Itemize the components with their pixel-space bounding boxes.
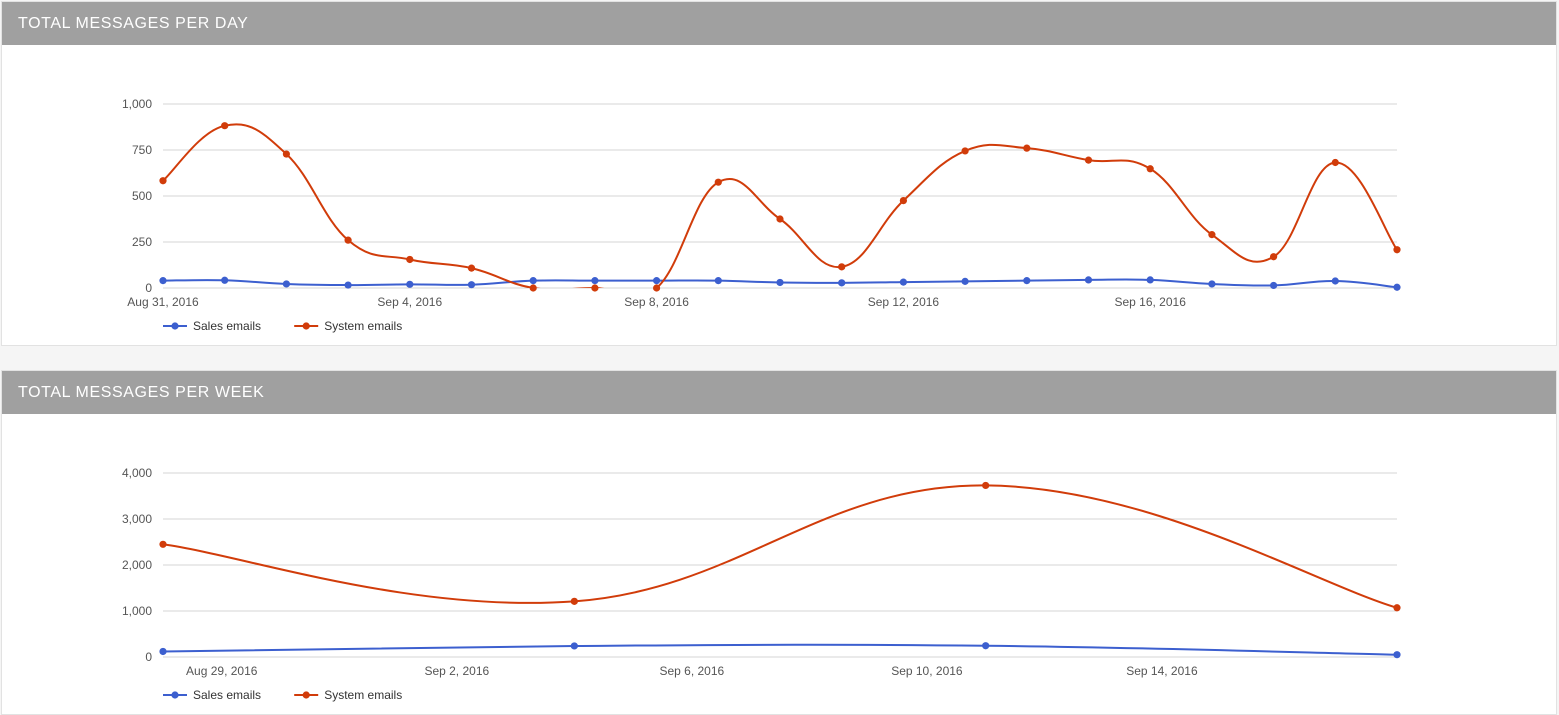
data-point[interactable] bbox=[570, 597, 578, 605]
data-point[interactable] bbox=[1023, 277, 1031, 285]
x-tick-label: Aug 31, 2016 bbox=[127, 295, 199, 309]
data-point[interactable] bbox=[1331, 158, 1339, 167]
data-point[interactable] bbox=[714, 178, 722, 186]
data-point[interactable] bbox=[1146, 165, 1154, 173]
data-point[interactable] bbox=[159, 647, 167, 656]
legend-swatch-dot bbox=[171, 322, 179, 330]
data-point[interactable] bbox=[159, 177, 167, 185]
data-point[interactable] bbox=[159, 540, 167, 548]
x-tick-label: Sep 4, 2016 bbox=[377, 295, 442, 309]
x-tick-label: Sep 6, 2016 bbox=[659, 664, 724, 678]
legend-item[interactable]: Sales emails bbox=[163, 688, 261, 702]
y-tick-label: 0 bbox=[145, 650, 152, 664]
x-tick-label: Sep 2, 2016 bbox=[424, 664, 489, 678]
x-tick-label: Sep 8, 2016 bbox=[624, 295, 689, 309]
data-point[interactable] bbox=[899, 278, 908, 286]
data-point[interactable] bbox=[570, 642, 578, 650]
data-point[interactable] bbox=[714, 277, 722, 285]
data-point[interactable] bbox=[776, 215, 784, 223]
legend-swatch-dot bbox=[171, 691, 179, 699]
data-point[interactable] bbox=[982, 481, 990, 490]
data-point[interactable] bbox=[1084, 276, 1093, 284]
x-tick-label: Sep 10, 2016 bbox=[891, 664, 963, 678]
y-tick-label: 2,000 bbox=[122, 558, 152, 572]
data-point[interactable] bbox=[406, 280, 414, 288]
x-tick-label: Aug 29, 2016 bbox=[186, 664, 258, 678]
data-point[interactable] bbox=[776, 278, 784, 287]
series-line bbox=[162, 484, 1398, 609]
x-tick-label: Sep 14, 2016 bbox=[1126, 664, 1198, 678]
data-point[interactable] bbox=[982, 642, 990, 650]
daily-messages-panel: TOTAL MESSAGES PER DAY 0 250 500 750 1,000 Au… bbox=[1, 1, 1557, 346]
data-point[interactable] bbox=[344, 236, 352, 244]
data-point[interactable] bbox=[467, 264, 476, 272]
data-point[interactable] bbox=[1393, 283, 1401, 291]
data-point[interactable] bbox=[406, 255, 414, 264]
legend-swatch-dot bbox=[302, 691, 310, 699]
weekly-messages-chart: 0 1,000 2,000 3,000 4,000 Aug 29, 2016 Sep 2, … bbox=[122, 466, 1401, 702]
data-point[interactable] bbox=[1270, 281, 1278, 290]
data-point[interactable] bbox=[344, 281, 352, 289]
data-point[interactable] bbox=[529, 284, 537, 292]
y-tick-label: 1,000 bbox=[122, 604, 152, 618]
data-point[interactable] bbox=[282, 150, 290, 158]
data-point[interactable] bbox=[899, 197, 908, 205]
data-point[interactable] bbox=[282, 280, 290, 288]
legend-item[interactable]: Sales emails bbox=[163, 319, 261, 333]
daily-messages-chart: 0 250 500 750 1,000 Aug 31, 2016 Sep 4, 2016 Se… bbox=[122, 97, 1401, 333]
data-point[interactable] bbox=[961, 147, 969, 155]
y-tick-label: 1,000 bbox=[122, 97, 152, 111]
legend-item[interactable]: System emails bbox=[294, 319, 402, 333]
y-tick-label: 250 bbox=[132, 235, 152, 249]
y-tick-label: 3,000 bbox=[122, 512, 152, 526]
data-point[interactable] bbox=[221, 122, 229, 130]
legend-swatch-dot bbox=[302, 322, 310, 330]
data-point[interactable] bbox=[591, 284, 599, 292]
y-tick-label: 4,000 bbox=[122, 466, 152, 480]
legend-label: System emails bbox=[324, 319, 402, 333]
data-point[interactable] bbox=[529, 277, 537, 285]
y-tick-label: 0 bbox=[145, 281, 152, 295]
data-point[interactable] bbox=[1146, 276, 1154, 284]
data-point[interactable] bbox=[653, 277, 661, 285]
x-tick-label: Sep 12, 2016 bbox=[868, 295, 940, 309]
series-line bbox=[162, 643, 1398, 656]
data-point[interactable] bbox=[1208, 231, 1216, 239]
weekly-messages-panel: TOTAL MESSAGES PER WEEK 0 1,000 2,000 3,000… bbox=[1, 370, 1557, 715]
data-point[interactable] bbox=[1084, 156, 1093, 164]
data-point[interactable] bbox=[1331, 277, 1339, 285]
legend-label: System emails bbox=[324, 688, 402, 702]
data-point[interactable] bbox=[467, 281, 476, 289]
data-point[interactable] bbox=[1270, 253, 1278, 261]
data-point[interactable] bbox=[1393, 246, 1401, 254]
data-point[interactable] bbox=[653, 284, 661, 292]
legend-label: Sales emails bbox=[193, 319, 261, 333]
weekly-panel-title: TOTAL MESSAGES PER WEEK bbox=[2, 371, 1556, 414]
x-tick-label: Sep 16, 2016 bbox=[1114, 295, 1186, 309]
data-point[interactable] bbox=[838, 263, 846, 271]
data-point[interactable] bbox=[961, 277, 969, 285]
data-point[interactable] bbox=[838, 279, 846, 287]
data-point[interactable] bbox=[1023, 144, 1031, 152]
y-tick-label: 750 bbox=[132, 143, 152, 157]
data-point[interactable] bbox=[221, 276, 229, 284]
data-point[interactable] bbox=[1393, 651, 1401, 659]
legend-label: Sales emails bbox=[193, 688, 261, 702]
data-point[interactable] bbox=[1208, 280, 1216, 288]
legend-item[interactable]: System emails bbox=[294, 688, 402, 702]
daily-panel-title: TOTAL MESSAGES PER DAY bbox=[2, 2, 1556, 45]
data-point[interactable] bbox=[591, 277, 599, 285]
data-point[interactable] bbox=[1393, 604, 1401, 612]
data-point[interactable] bbox=[159, 277, 167, 285]
y-tick-label: 500 bbox=[132, 189, 152, 203]
